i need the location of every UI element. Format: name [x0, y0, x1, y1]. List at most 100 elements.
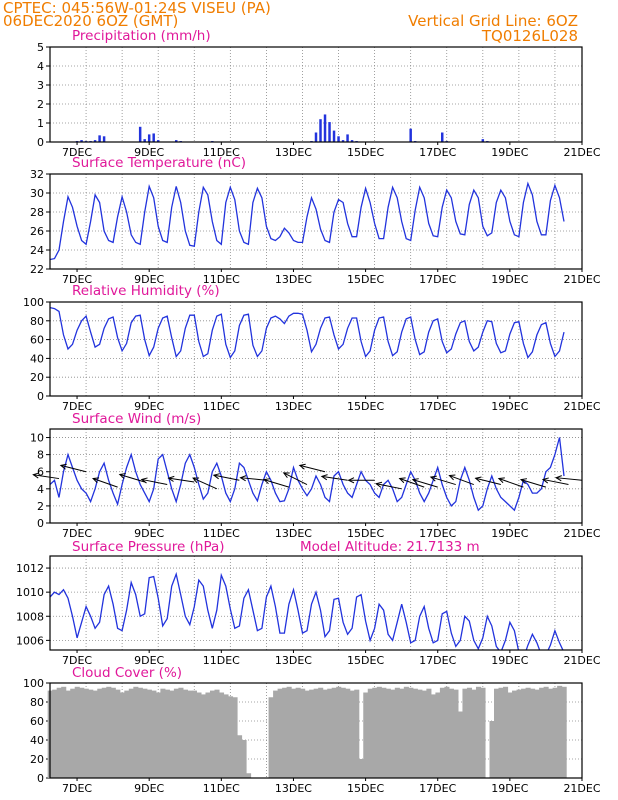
cloud-bar: [178, 687, 184, 778]
temperature-xtick-label: 17DEC: [419, 273, 456, 286]
precip-bar: [152, 133, 155, 142]
humidity-xtick-label: 7DEC: [62, 400, 92, 413]
cloud-bar: [462, 688, 468, 778]
wind-arrow: [541, 477, 569, 486]
precipitation-ytick-label: 4: [37, 60, 44, 73]
wind-ytick-label: 8: [37, 449, 44, 462]
cloud-bar: [128, 688, 134, 778]
cloud-cover-xtick-label: 9DEC: [134, 782, 164, 795]
cloud-bar: [142, 688, 148, 778]
cloud-cover-xtick-label: 19DEC: [491, 782, 528, 795]
precipitation-xtick-label: 11DEC: [203, 146, 240, 159]
cloud-bar: [160, 688, 166, 778]
cloud-bar: [97, 688, 103, 778]
cloud-bar: [61, 686, 67, 778]
wind-arrow: [320, 474, 348, 481]
cloud-bar: [363, 692, 369, 778]
cloud-bar: [124, 690, 130, 778]
wind-arrow: [140, 477, 168, 486]
panel-cloud-cover: Cloud Cover (%) 0 20 40 60 80 100 7DEC 9DEC 11DEC…: [23, 665, 601, 795]
cloud-bar: [232, 697, 238, 778]
cloud-bar: [516, 689, 522, 778]
cloud-cover-xtick-label: 17DEC: [419, 782, 456, 795]
cloud-cover-xtick-label: 7DEC: [62, 782, 92, 795]
cloud-bar: [304, 690, 310, 778]
temperature-ytick-label: 28: [30, 206, 44, 219]
cloud-bar: [336, 686, 342, 778]
humidity-title: Relative Humidity (%): [72, 283, 220, 299]
precipitation-frame: [49, 46, 583, 143]
cloud-bar: [453, 689, 459, 778]
humidity-xtick-label: 13DEC: [275, 400, 312, 413]
precip-bar: [350, 140, 354, 142]
cloud-bar: [548, 688, 554, 778]
cloud-bar: [512, 690, 518, 778]
header-code: TQ0126L028: [481, 27, 578, 45]
temperature-xtick-label: 7DEC: [62, 273, 92, 286]
wind-arrow: [92, 477, 118, 488]
cloud-bar: [187, 690, 193, 778]
cloud-bar: [173, 688, 179, 778]
precip-bar: [319, 119, 322, 142]
cloud-bar: [273, 690, 279, 778]
wind-arrow: [429, 475, 456, 486]
cloud-bar: [385, 688, 391, 778]
wind-xtick-label: 7DEC: [62, 527, 92, 540]
precip-bar: [314, 132, 318, 142]
temperature-ytick-label: 32: [30, 168, 44, 181]
pressure-xtick-label: 11DEC: [203, 654, 240, 667]
pressure-ytick-label: 1010: [16, 586, 44, 599]
precip-bar: [174, 140, 178, 142]
cloud-bar: [133, 686, 139, 778]
wind-xtick-label: 13DEC: [275, 527, 312, 540]
wind-xtick-label: 17DEC: [419, 527, 456, 540]
cloud-bar: [340, 687, 346, 778]
precipitation-xtick-label: 19DEC: [491, 146, 528, 159]
cloud-bar: [403, 686, 409, 778]
wind-ytick-label: 4: [37, 483, 44, 496]
pressure-ytick-label: 1006: [16, 634, 44, 647]
wind-frame: [49, 428, 583, 524]
precipitation-xtick-label: 9DEC: [134, 146, 164, 159]
precip-bar: [156, 140, 160, 142]
wind-arrow: [497, 477, 524, 488]
cloud-bar: [209, 690, 216, 778]
temperature-ytick-label: 24: [30, 244, 44, 257]
humidity-ytick-label: 80: [30, 315, 44, 328]
cloud-bar: [372, 687, 378, 778]
wind-arrow: [118, 473, 145, 483]
wind-series-line: [50, 437, 565, 512]
temperature-xtick-label: 15DEC: [347, 273, 384, 286]
humidity-ytick-label: 60: [30, 334, 44, 347]
cloud-cover-frame: [49, 682, 583, 779]
cloud-bar: [457, 711, 464, 778]
cloud-bar: [345, 688, 351, 778]
humidity-ytick-label: 0: [37, 390, 44, 403]
wind-arrow: [282, 472, 308, 485]
cloud-bar: [525, 687, 531, 778]
cloud-bar: [101, 687, 107, 778]
precip-bar: [138, 126, 142, 142]
cloud-cover-ytick-label: 0: [37, 772, 44, 785]
humidity-xtick-label: 11DEC: [203, 400, 240, 413]
cloud-bar: [119, 692, 125, 778]
cloud-bar: [196, 692, 202, 778]
pressure-ytick-label: 1008: [16, 610, 44, 623]
cloud-bar: [390, 689, 396, 778]
cloud-bar: [489, 721, 495, 778]
cloud-bar: [223, 694, 229, 778]
cloud-bar: [318, 687, 324, 778]
header-location: CPTEC: 045:56W-01:24S VISEU (PA): [3, 0, 271, 17]
cloud-bar: [381, 687, 387, 778]
cloud-bar: [83, 688, 89, 778]
precip-bar: [328, 122, 331, 142]
cloud-bar: [494, 688, 500, 778]
cloud-bar: [399, 688, 405, 778]
precipitation-xtick-label: 7DEC: [62, 146, 92, 159]
cloud-bar: [56, 687, 62, 778]
precipitation-xtick-label: 13DEC: [275, 146, 312, 159]
wind-title: Surface Wind (m/s): [72, 411, 201, 427]
cloud-bar: [155, 692, 161, 778]
cloud-bar: [205, 692, 211, 778]
wind-arrow: [347, 477, 375, 484]
